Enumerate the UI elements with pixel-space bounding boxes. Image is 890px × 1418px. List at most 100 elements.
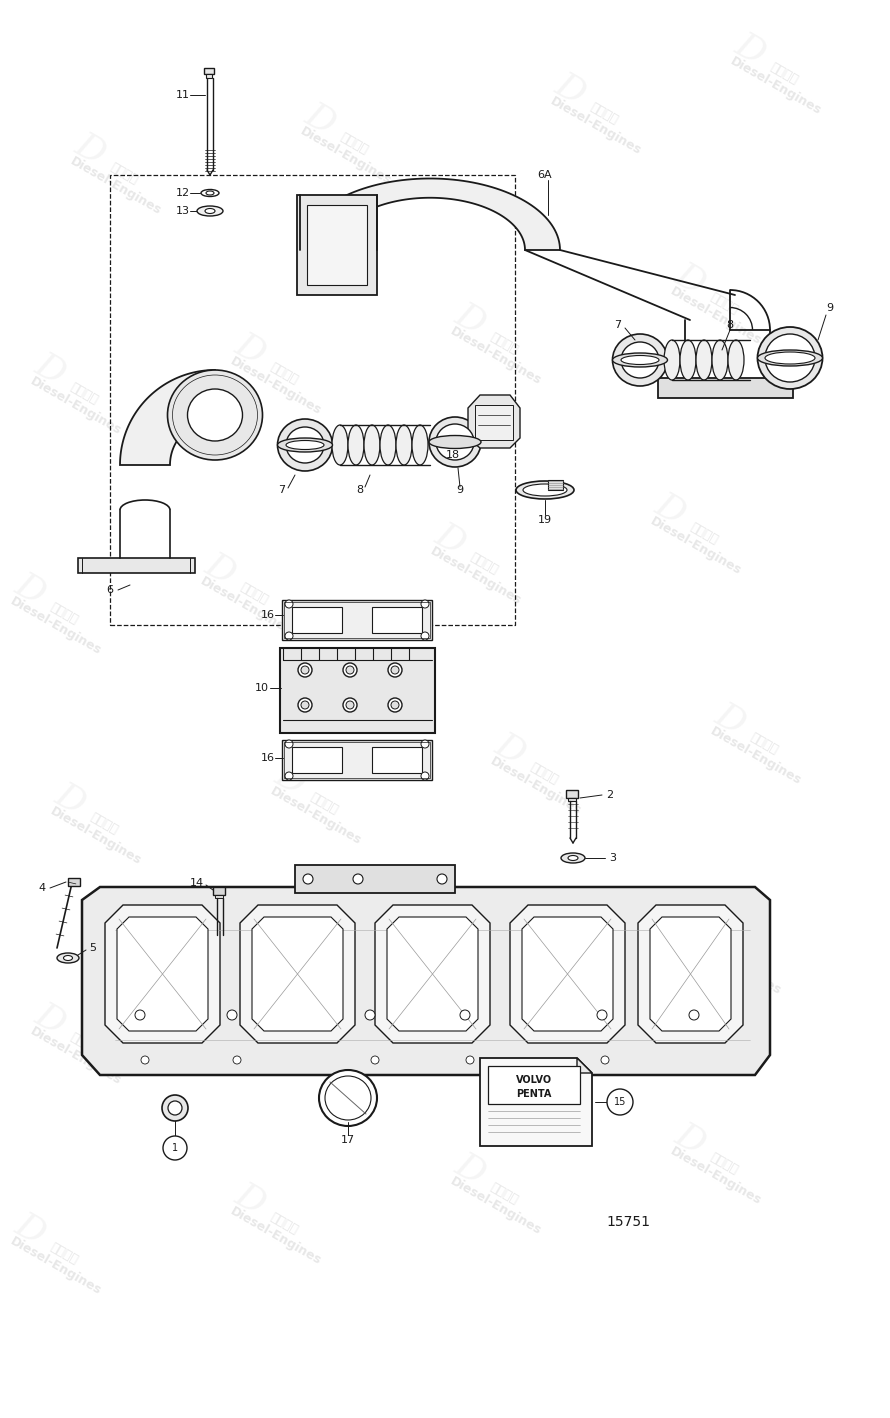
Ellipse shape <box>757 350 822 366</box>
Ellipse shape <box>612 335 668 386</box>
Text: 紫发动力
Diesel-Engines: 紫发动力 Diesel-Engines <box>229 342 332 418</box>
Circle shape <box>233 1056 241 1064</box>
Bar <box>282 600 432 640</box>
Circle shape <box>391 700 399 709</box>
Text: 16: 16 <box>261 610 275 620</box>
Text: D: D <box>269 759 311 803</box>
Bar <box>475 406 513 440</box>
Ellipse shape <box>757 328 822 389</box>
Text: 紫发动力
Diesel-Engines: 紫发动力 Diesel-Engines <box>728 43 831 118</box>
Text: 1: 1 <box>172 1143 178 1153</box>
Text: D: D <box>249 968 291 1012</box>
Ellipse shape <box>612 353 668 367</box>
Bar <box>213 888 225 895</box>
Polygon shape <box>468 396 520 448</box>
Text: D: D <box>469 939 511 983</box>
Ellipse shape <box>167 370 263 459</box>
Text: 10: 10 <box>255 683 269 693</box>
Circle shape <box>301 666 309 674</box>
Ellipse shape <box>286 427 324 464</box>
Text: 3: 3 <box>610 854 617 864</box>
Ellipse shape <box>765 352 815 364</box>
Ellipse shape <box>63 956 72 960</box>
Text: 15: 15 <box>614 1098 627 1107</box>
Text: 紫发动力
Diesel-Engines: 紫发动力 Diesel-Engines <box>69 142 172 218</box>
Text: 紫发动力
Diesel-Engines: 紫发动力 Diesel-Engines <box>708 712 812 788</box>
Polygon shape <box>120 370 215 465</box>
Text: 4: 4 <box>38 883 45 893</box>
Ellipse shape <box>278 418 333 471</box>
Text: 紫发动力
Diesel-Engines: 紫发动力 Diesel-Engines <box>229 1193 332 1268</box>
Text: D: D <box>549 68 591 112</box>
Text: 7: 7 <box>614 320 621 330</box>
Text: 紫发动力
Diesel-Engines: 紫发动力 Diesel-Engines <box>28 1012 132 1088</box>
Text: D: D <box>489 727 531 771</box>
Bar <box>307 206 367 285</box>
Bar <box>372 747 422 773</box>
Text: 紫发动力
Diesel-Engines: 紫发动力 Diesel-Engines <box>489 742 592 818</box>
Bar <box>292 747 342 773</box>
Circle shape <box>346 666 354 674</box>
Bar <box>282 740 432 780</box>
Text: D: D <box>709 698 751 742</box>
Text: 紫发动力
Diesel-Engines: 紫发动力 Diesel-Engines <box>248 983 352 1058</box>
Text: D: D <box>9 569 51 613</box>
Text: 12: 12 <box>176 189 190 199</box>
Text: D: D <box>449 298 491 342</box>
Bar <box>284 603 430 638</box>
Ellipse shape <box>396 425 412 465</box>
Text: 11: 11 <box>176 89 190 101</box>
Text: 19: 19 <box>538 515 552 525</box>
Ellipse shape <box>188 389 242 441</box>
Text: 7: 7 <box>279 485 286 495</box>
Text: 紫发动力
Diesel-Engines: 紫发动力 Diesel-Engines <box>449 1163 552 1238</box>
Bar <box>110 174 515 625</box>
Circle shape <box>168 1100 182 1115</box>
Ellipse shape <box>348 425 364 465</box>
Text: 紫发动力
Diesel-Engines: 紫发动力 Diesel-Engines <box>28 362 132 438</box>
Ellipse shape <box>201 190 219 197</box>
Text: 9: 9 <box>457 485 464 495</box>
Ellipse shape <box>364 425 380 465</box>
Text: 15751: 15751 <box>606 1215 650 1229</box>
Ellipse shape <box>621 356 659 364</box>
Circle shape <box>343 664 357 676</box>
Ellipse shape <box>429 417 481 467</box>
Text: 17: 17 <box>341 1134 355 1144</box>
Circle shape <box>162 1095 188 1122</box>
Circle shape <box>227 1010 237 1020</box>
Text: 紫发动力
Diesel-Engines: 紫发动力 Diesel-Engines <box>269 771 372 848</box>
Polygon shape <box>105 905 220 1044</box>
Text: 6A: 6A <box>538 170 553 180</box>
Polygon shape <box>650 917 731 1031</box>
Text: VOLVO: VOLVO <box>516 1075 552 1085</box>
Ellipse shape <box>412 425 428 465</box>
Text: PENTA: PENTA <box>516 1089 552 1099</box>
Text: D: D <box>669 258 711 302</box>
Bar <box>68 878 80 886</box>
Polygon shape <box>375 905 490 1044</box>
Ellipse shape <box>696 340 712 380</box>
Text: 紫发动力
Diesel-Engines: 紫发动力 Diesel-Engines <box>48 793 151 868</box>
Polygon shape <box>480 1058 592 1146</box>
Circle shape <box>163 1136 187 1160</box>
Text: 紫发动力
Diesel-Engines: 紫发动力 Diesel-Engines <box>648 502 752 579</box>
Polygon shape <box>577 1058 592 1073</box>
Text: 9: 9 <box>827 303 834 313</box>
Circle shape <box>607 1089 633 1115</box>
Ellipse shape <box>205 208 215 214</box>
Circle shape <box>303 873 313 883</box>
Ellipse shape <box>621 342 659 379</box>
Ellipse shape <box>568 855 578 861</box>
Ellipse shape <box>712 340 728 380</box>
Circle shape <box>298 664 312 676</box>
Ellipse shape <box>429 435 481 448</box>
Circle shape <box>371 1056 379 1064</box>
Bar <box>206 74 212 78</box>
Bar <box>568 798 576 801</box>
Ellipse shape <box>380 425 396 465</box>
Ellipse shape <box>286 441 324 450</box>
Ellipse shape <box>206 191 214 196</box>
Polygon shape <box>252 917 343 1031</box>
Text: 紫发动力
Diesel-Engines: 紫发动力 Diesel-Engines <box>8 1222 111 1297</box>
